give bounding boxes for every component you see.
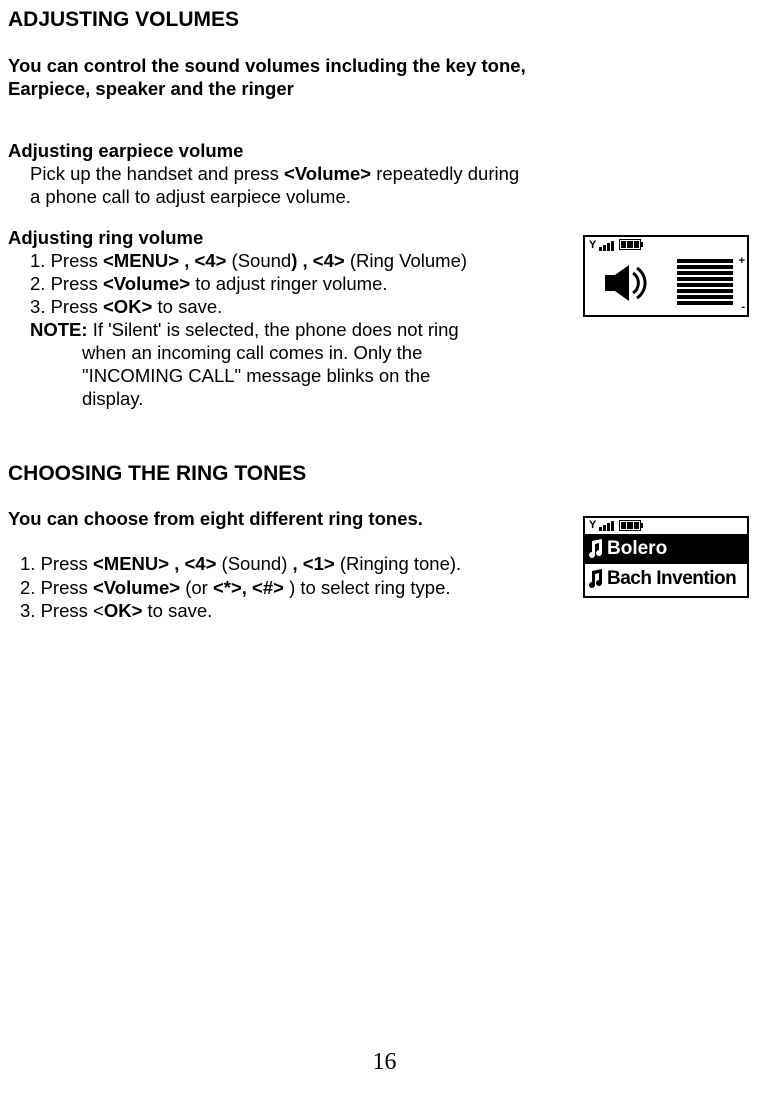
section1-title: ADJUSTING VOLUMES — [8, 8, 759, 32]
signal-icon: Y — [589, 239, 613, 251]
signal-icon: Y — [589, 519, 613, 531]
note-l1: If 'Silent' is selected, the phone does … — [88, 319, 459, 340]
ringtone-row-0-label: Bolero — [607, 538, 667, 560]
earpiece-body: Pick up the handset and press <Volume> r… — [8, 162, 759, 208]
section2-intro: You can choose from eight different ring… — [8, 508, 583, 530]
ring-step2: 2. Press <Volume> to adjust ringer volum… — [8, 272, 583, 295]
ring-heading: Adjusting ring volume — [8, 227, 583, 249]
ring-s1-e: (Ring Volume) — [345, 250, 467, 271]
tone-step3: 3. Press <OK> to save. — [8, 599, 583, 622]
ring-s2-a: 2. Press — [30, 273, 103, 294]
t-s3-a: 3. Press < — [20, 600, 104, 621]
note-l3: "INCOMING CALL" message blinks on the — [8, 364, 583, 387]
t-s1-b: <MENU> , <4> — [93, 553, 216, 574]
section1-intro-line1: You can control the sound volumes includ… — [8, 55, 526, 76]
section1-intro: You can control the sound volumes includ… — [8, 54, 759, 100]
ring-s2-b: <Volume> — [103, 273, 190, 294]
section2-title: CHOOSING THE RING TONES — [8, 462, 759, 486]
earpiece-line1c: repeatedly during — [371, 163, 519, 184]
ringtone-row-selected: Bolero — [585, 534, 747, 564]
ringtone-screen: Y — [583, 516, 749, 598]
earpiece-line1a: Pick up the handset and press — [30, 163, 284, 184]
ring-step3: 3. Press <OK> to save. — [8, 295, 583, 318]
ring-s1-d: ) , <4> — [291, 250, 344, 271]
ring-s1-c: (Sound — [226, 250, 291, 271]
speaker-icon — [603, 261, 659, 305]
ring-s3-a: 3. Press — [30, 296, 103, 317]
earpiece-line2: a phone call to adjust earpiece volume. — [30, 186, 351, 207]
ring-s3-b: <OK> — [103, 296, 152, 317]
volume-bars — [685, 259, 741, 309]
note-l2: when an incoming call comes in. Only the — [8, 341, 583, 364]
note-label: NOTE: — [30, 319, 88, 340]
t-s2-b: <Volume> — [93, 577, 180, 598]
earpiece-volume-key: <Volume> — [284, 163, 371, 184]
page-number: 16 — [0, 1049, 769, 1076]
t-s1-c: (Sound) — [216, 553, 292, 574]
t-s2-e: ) to select ring type. — [284, 577, 451, 598]
note-l4: display. — [8, 387, 583, 410]
t-s2-d: <*>, <#> — [213, 577, 284, 598]
battery-icon — [619, 239, 641, 250]
t-s1-e: (Ringing tone). — [335, 553, 461, 574]
t-s1-a: 1. Press — [20, 553, 93, 574]
music-note-icon — [587, 568, 605, 590]
ring-s1-b: <MENU> , <4> — [103, 250, 226, 271]
ringtone-row-1-label: Bach Invention — [607, 568, 736, 590]
battery-icon — [619, 520, 641, 531]
ring-note: NOTE: If 'Silent' is selected, the phone… — [8, 318, 583, 341]
ring-s3-c: to save. — [152, 296, 222, 317]
ring-s1-a: 1. Press — [30, 250, 103, 271]
tone-step1: 1. Press <MENU> , <4> (Sound) , <1> (Rin… — [8, 552, 583, 575]
minus-label: - — [741, 301, 745, 313]
volume-screen: Y — [583, 235, 749, 317]
t-s1-d: , <1> — [293, 553, 335, 574]
ring-s2-c: to adjust ringer volume. — [190, 273, 387, 294]
t-s3-c: to save. — [142, 600, 212, 621]
tone-step2: 2. Press <Volume> (or <*>, <#> ) to sele… — [8, 576, 583, 599]
music-note-icon — [587, 538, 605, 560]
earpiece-heading: Adjusting earpiece volume — [8, 140, 759, 162]
t-s2-c: (or — [180, 577, 213, 598]
ring-step1: 1. Press <MENU> , <4> (Sound) , <4> (Rin… — [8, 249, 583, 272]
t-s2-a: 2. Press — [20, 577, 93, 598]
t-s3-b: OK> — [104, 600, 143, 621]
ringtone-row-unselected: Bach Invention — [585, 564, 747, 594]
section1-intro-line2: Earpiece, speaker and the ringer — [8, 78, 294, 99]
